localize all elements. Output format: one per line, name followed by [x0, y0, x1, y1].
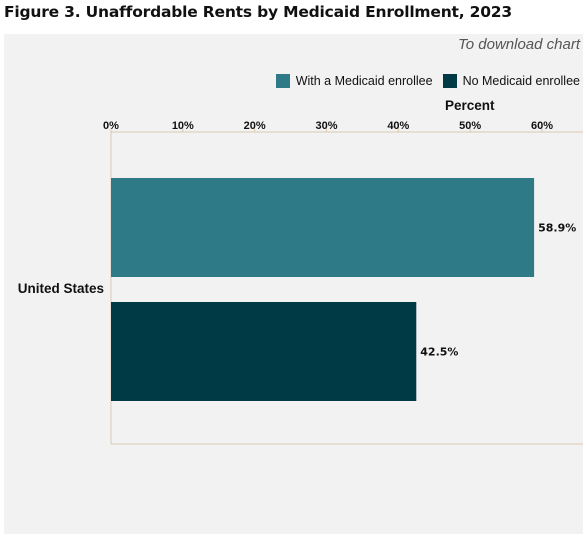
legend-label-no-medicaid: No Medicaid enrollee — [462, 74, 580, 88]
bar-no-medicaid — [111, 302, 417, 401]
bar-value-label: 58.9% — [538, 222, 576, 235]
x-axis-title: Percent — [445, 98, 495, 113]
x-tick-label: 50% — [459, 120, 481, 132]
legend-item-with-medicaid[interactable]: With a Medicaid enrollee — [275, 74, 433, 88]
x-tick-label: 20% — [244, 120, 266, 132]
bar-chart: 0% 10% 20% 30% 40% 50% 60% 58.9% 42.5% United Sta… — [18, 120, 583, 445]
download-chart-link[interactable]: To download chart — [457, 36, 580, 53]
category-label: United States — [18, 281, 104, 296]
x-tick-label: 0% — [103, 120, 119, 132]
legend-swatch-no-medicaid — [442, 74, 457, 88]
legend-label-with-medicaid: With a Medicaid enrollee — [295, 74, 433, 88]
x-tick-label: 30% — [315, 120, 337, 132]
chart-panel: To download chart With a Medicaid enroll… — [4, 34, 583, 534]
x-tick-label: 40% — [387, 120, 409, 132]
legend-swatch-with-medicaid — [275, 74, 290, 88]
chart-legend: With a Medicaid enrollee No Medicaid enr… — [266, 74, 580, 88]
legend-item-no-medicaid[interactable]: No Medicaid enrollee — [442, 74, 580, 88]
x-tick-label: 60% — [531, 120, 553, 132]
x-tick-label: 10% — [172, 120, 194, 132]
figure-title: Figure 3. Unaffordable Rents by Medicaid… — [4, 3, 512, 21]
bar-with-medicaid — [111, 178, 535, 277]
bar-value-label: 42.5% — [420, 346, 458, 359]
